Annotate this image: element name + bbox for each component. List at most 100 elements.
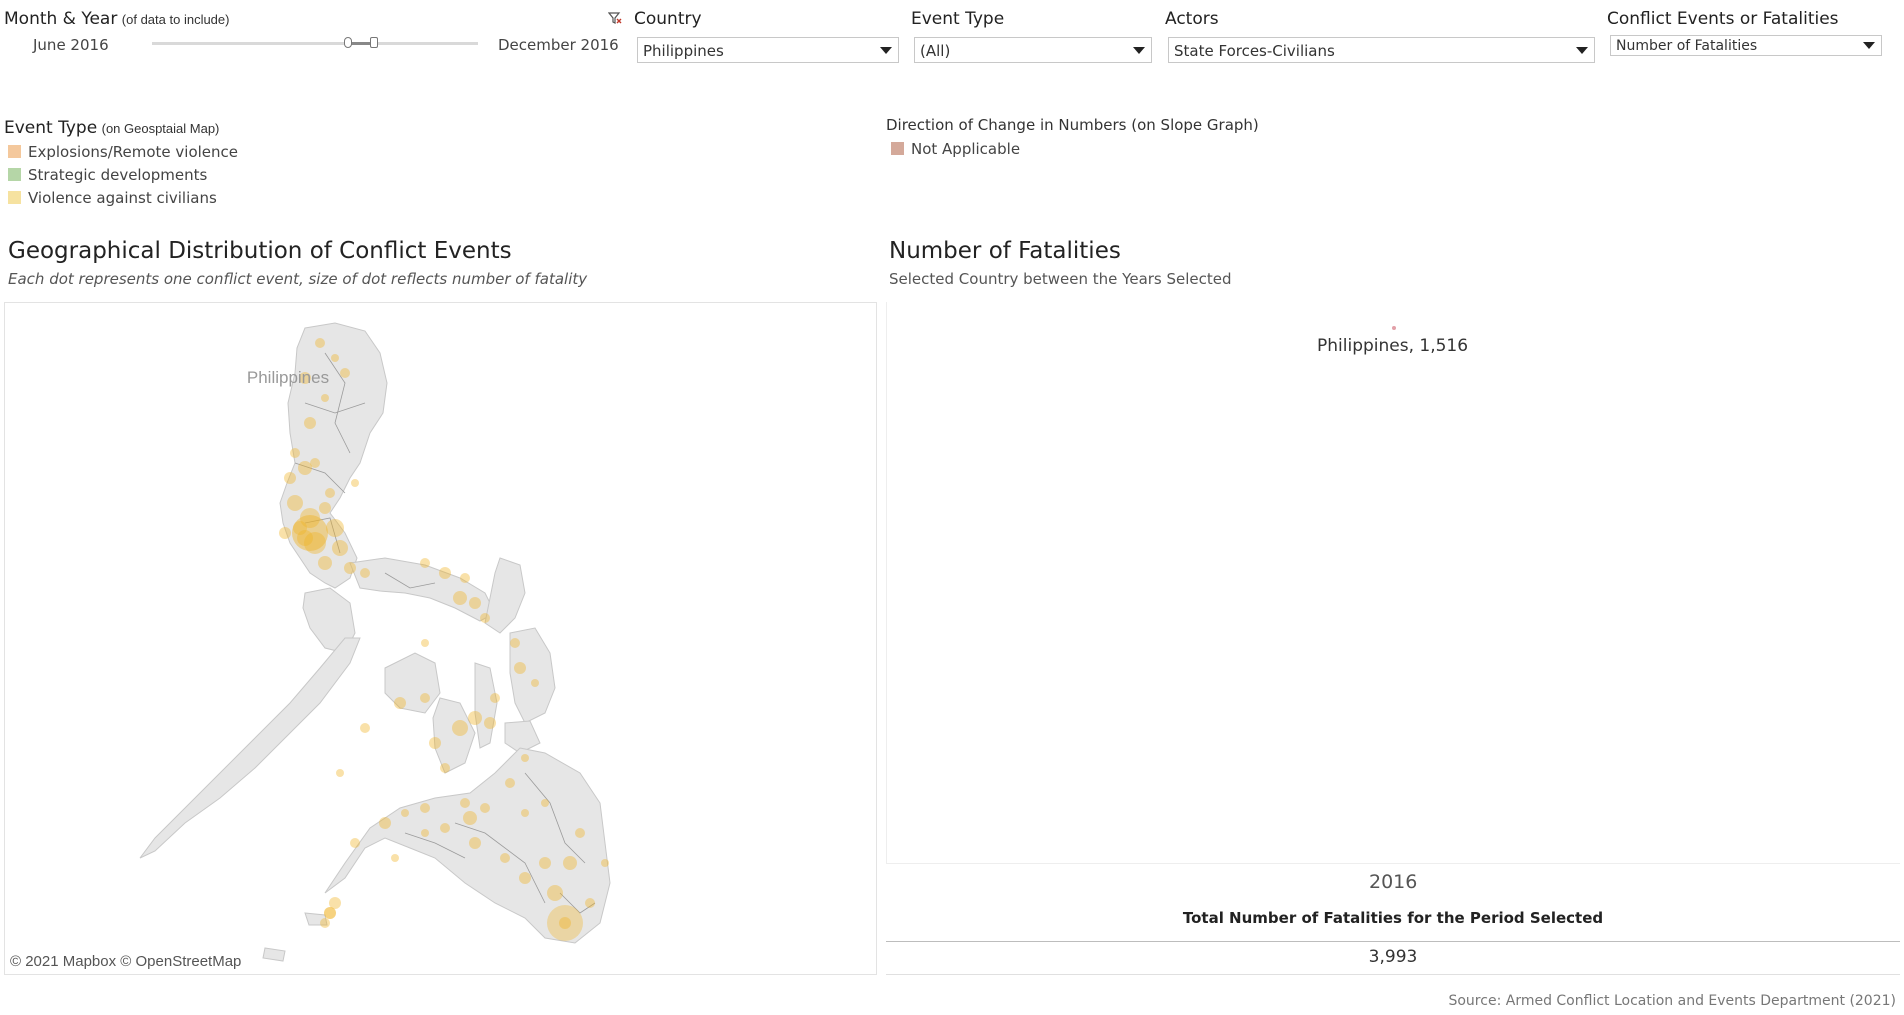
geospatial-map[interactable]: Philippines © 2021 Mapbox © OpenStreetMa… bbox=[4, 302, 877, 975]
event-dot[interactable] bbox=[547, 885, 563, 901]
event-dot[interactable] bbox=[460, 798, 470, 808]
event-dot[interactable] bbox=[320, 918, 330, 928]
event-dot[interactable] bbox=[484, 717, 496, 729]
event-dot[interactable] bbox=[521, 809, 529, 817]
date-range-slider[interactable] bbox=[152, 37, 478, 48]
event-type-dropdown[interactable]: (All) bbox=[914, 37, 1152, 63]
event-dot[interactable] bbox=[293, 521, 307, 535]
slope-graph[interactable]: Philippines, 1,516 bbox=[886, 302, 1900, 864]
event-dot[interactable] bbox=[340, 368, 350, 378]
event-dot[interactable] bbox=[299, 372, 311, 384]
event-dot[interactable] bbox=[514, 662, 526, 674]
legend-item-not-applicable[interactable]: Not Applicable bbox=[891, 140, 1020, 158]
event-dot[interactable] bbox=[469, 837, 481, 849]
chevron-down-icon[interactable] bbox=[1570, 38, 1594, 62]
event-dot[interactable] bbox=[394, 697, 406, 709]
event-dot[interactable] bbox=[300, 508, 320, 528]
event-dot[interactable] bbox=[420, 803, 430, 813]
event-dot[interactable] bbox=[480, 613, 490, 623]
event-dot[interactable] bbox=[298, 461, 312, 475]
event-dot[interactable] bbox=[290, 448, 300, 458]
slope-subtitle: Selected Country between the Years Selec… bbox=[889, 270, 1232, 288]
event-dot[interactable] bbox=[336, 769, 344, 777]
slider-start-handle[interactable] bbox=[343, 37, 352, 48]
event-dot[interactable] bbox=[292, 515, 328, 551]
map-canvas: Philippines bbox=[139, 322, 611, 962]
event-dot[interactable] bbox=[429, 737, 441, 749]
event-dot[interactable] bbox=[360, 723, 370, 733]
event-dot[interactable] bbox=[331, 354, 339, 362]
event-dot[interactable] bbox=[601, 859, 609, 867]
event-dot[interactable] bbox=[490, 693, 500, 703]
event-dot[interactable] bbox=[279, 527, 291, 539]
event-dot[interactable] bbox=[329, 897, 341, 909]
event-dot[interactable] bbox=[318, 556, 332, 570]
range-start-label: June 2016 bbox=[33, 36, 109, 54]
event-dot[interactable] bbox=[521, 754, 529, 762]
actors-value: State Forces-Civilians bbox=[1174, 42, 1335, 60]
event-dot[interactable] bbox=[460, 573, 470, 583]
event-dot[interactable] bbox=[321, 394, 329, 402]
map-title: Geographical Distribution of Conflict Ev… bbox=[8, 238, 512, 264]
event-dot[interactable] bbox=[439, 567, 451, 579]
clear-filter-icon[interactable] bbox=[607, 11, 622, 25]
event-dot[interactable] bbox=[575, 828, 585, 838]
event-dot[interactable] bbox=[468, 711, 482, 725]
event-dot[interactable] bbox=[332, 540, 348, 556]
event-dot[interactable] bbox=[391, 854, 399, 862]
event-dot[interactable] bbox=[421, 639, 429, 647]
event-dot[interactable] bbox=[304, 417, 316, 429]
event-dot[interactable] bbox=[350, 838, 360, 848]
event-dot[interactable] bbox=[547, 905, 583, 941]
event-dot[interactable] bbox=[480, 803, 490, 813]
event-dot[interactable] bbox=[463, 811, 477, 825]
event-dot[interactable] bbox=[319, 502, 331, 514]
event-dot[interactable] bbox=[315, 338, 325, 348]
event-dot[interactable] bbox=[440, 763, 450, 773]
legend-item-strategic[interactable]: Strategic developments bbox=[8, 166, 207, 184]
event-dot[interactable] bbox=[420, 693, 430, 703]
event-dot[interactable] bbox=[563, 856, 577, 870]
event-dot[interactable] bbox=[531, 679, 539, 687]
event-dot[interactable] bbox=[452, 720, 468, 736]
event-dot[interactable] bbox=[304, 532, 326, 554]
event-dot[interactable] bbox=[453, 591, 467, 605]
slider-end-handle[interactable] bbox=[369, 37, 378, 48]
event-dot[interactable] bbox=[559, 917, 571, 929]
measure-dropdown[interactable]: Number of Fatalities bbox=[1610, 35, 1882, 56]
event-dot[interactable] bbox=[324, 907, 336, 919]
event-dot[interactable] bbox=[420, 558, 430, 568]
event-dot[interactable] bbox=[310, 458, 320, 468]
event-dot[interactable] bbox=[287, 495, 303, 511]
event-dot[interactable] bbox=[284, 472, 296, 484]
chevron-down-icon[interactable] bbox=[874, 38, 898, 62]
chevron-down-icon[interactable] bbox=[1127, 38, 1151, 62]
event-dot[interactable] bbox=[351, 479, 359, 487]
event-dot[interactable] bbox=[469, 597, 481, 609]
event-dot[interactable] bbox=[344, 562, 356, 574]
event-dot[interactable] bbox=[297, 530, 313, 546]
event-dot[interactable] bbox=[539, 857, 551, 869]
chevron-down-icon[interactable] bbox=[1857, 36, 1881, 55]
slope-data-point[interactable] bbox=[1392, 326, 1396, 330]
event-dot[interactable] bbox=[585, 898, 595, 908]
event-dot[interactable] bbox=[440, 823, 450, 833]
event-dot[interactable] bbox=[325, 488, 335, 498]
source-note: Source: Armed Conflict Location and Even… bbox=[1448, 993, 1896, 1009]
legend-item-violence[interactable]: Violence against civilians bbox=[8, 189, 217, 207]
event-dot[interactable] bbox=[379, 817, 391, 829]
event-dot[interactable] bbox=[541, 799, 549, 807]
month-year-hint: (of data to include) bbox=[121, 12, 230, 27]
legend-item-explosions[interactable]: Explosions/Remote violence bbox=[8, 143, 238, 161]
actors-dropdown[interactable]: State Forces-Civilians bbox=[1168, 37, 1595, 63]
country-dropdown[interactable]: Philippines bbox=[637, 37, 899, 63]
legend-item-label: Strategic developments bbox=[28, 166, 208, 184]
event-dot[interactable] bbox=[401, 809, 409, 817]
event-dot[interactable] bbox=[500, 853, 510, 863]
event-dot[interactable] bbox=[505, 778, 515, 788]
event-dot[interactable] bbox=[510, 638, 520, 648]
event-dot[interactable] bbox=[360, 568, 370, 578]
event-dot[interactable] bbox=[326, 519, 344, 537]
event-dot[interactable] bbox=[519, 872, 531, 884]
event-dot[interactable] bbox=[421, 829, 429, 837]
